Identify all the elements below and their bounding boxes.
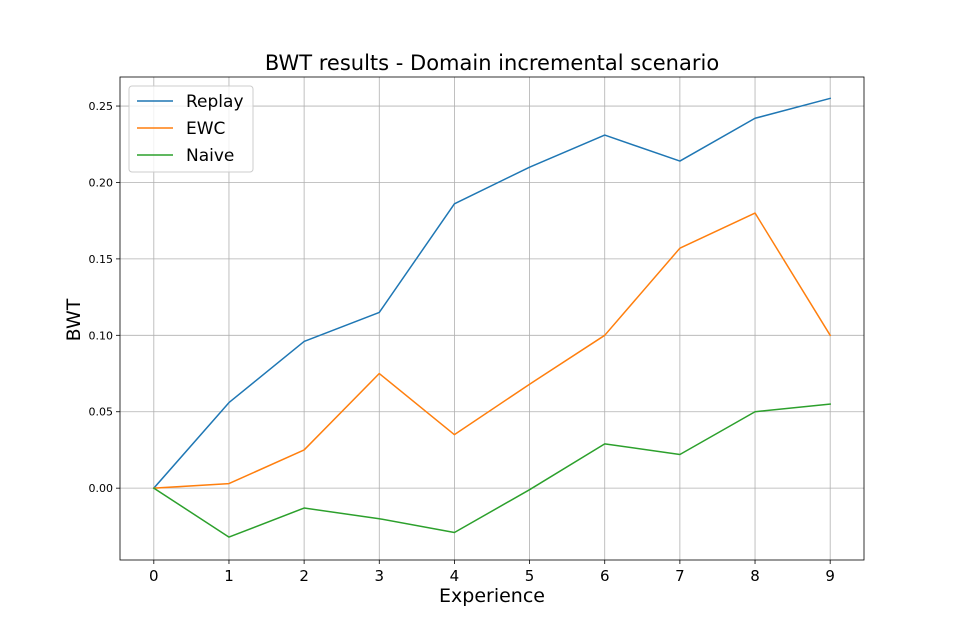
chart-title: BWT results - Domain incremental scenari… xyxy=(265,51,719,75)
series-lines xyxy=(152,97,832,538)
y-axis-label: BWT xyxy=(63,298,85,341)
y-tick-label: 0.20 xyxy=(89,176,114,189)
x-tick-label: 9 xyxy=(825,567,835,585)
x-tick-label: 4 xyxy=(450,567,460,585)
x-tick-label: 2 xyxy=(299,567,309,585)
x-axis-label: Experience xyxy=(439,585,545,607)
x-tick-label: 7 xyxy=(675,567,685,585)
y-tick-label: 0.15 xyxy=(89,253,114,266)
x-tick-label: 0 xyxy=(149,567,159,585)
series-line-naive xyxy=(152,403,832,538)
legend-label-naive: Naive xyxy=(186,146,234,166)
grid xyxy=(120,77,864,560)
legend-label-ewc: EWC xyxy=(186,119,225,139)
y-tick-label: 0.10 xyxy=(89,329,114,342)
x-tick-label: 6 xyxy=(600,567,610,585)
legend-box xyxy=(128,85,254,173)
legend: Replay EWC Naive xyxy=(128,85,254,173)
series-line-replay xyxy=(152,97,832,490)
legend-label-replay: Replay xyxy=(186,92,244,112)
axis-ticks: 0 1 2 3 4 5 6 7 8 9 0.00 0.05 0.10 0.15 0.20 0.25 xyxy=(89,100,835,585)
x-tick-label: 1 xyxy=(224,567,234,585)
x-tick-label: 3 xyxy=(374,567,384,585)
y-tick-label: 0.00 xyxy=(89,482,114,495)
x-tick-label: 8 xyxy=(750,567,760,585)
plot-area-frame xyxy=(119,76,865,561)
series-line-ewc xyxy=(153,212,832,489)
y-tick-label: 0.25 xyxy=(89,100,114,113)
y-tick-label: 0.05 xyxy=(89,406,114,419)
x-tick-label: 5 xyxy=(525,567,535,585)
